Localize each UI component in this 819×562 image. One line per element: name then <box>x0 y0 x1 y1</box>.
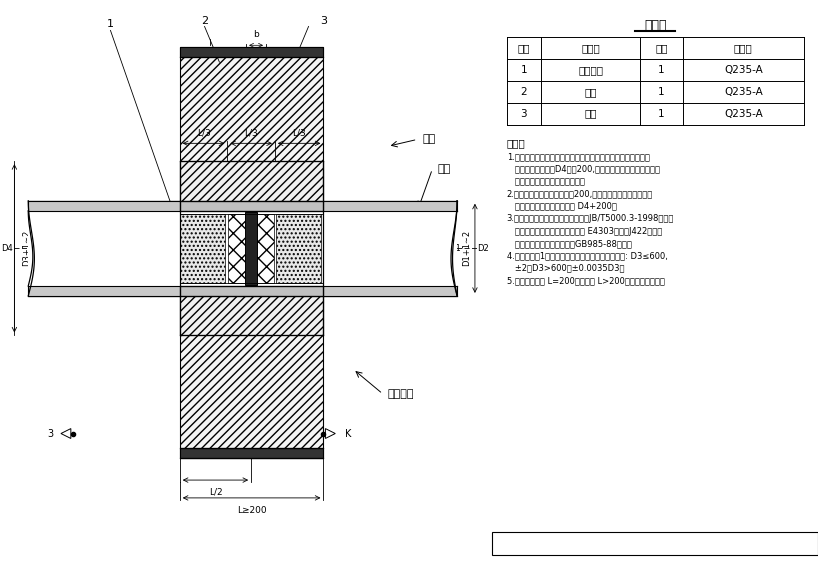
Text: 挡圈: 挡圈 <box>585 108 597 119</box>
Text: D2: D2 <box>477 244 489 253</box>
Text: 厚。加厚部分的直径至少为 D4+200。: 厚。加厚部分的直径至少为 D4+200。 <box>507 202 617 211</box>
Text: L/2: L/2 <box>209 488 222 497</box>
Text: 圆应比翼环直径（D4）大200,而且必须将套管一次浇固于墙: 圆应比翼环直径（D4）大200,而且必须将套管一次浇固于墙 <box>507 165 659 174</box>
Text: 2: 2 <box>521 87 527 97</box>
Text: D3+1∼2: D3+1∼2 <box>22 230 31 266</box>
Text: 内。套管内的填料应紧密捣实。: 内。套管内的填料应紧密捣实。 <box>507 177 585 186</box>
Text: 别性防水套管（A型）安装图（一）: 别性防水套管（A型）安装图（一） <box>542 539 629 548</box>
Text: 3: 3 <box>521 108 527 119</box>
Text: 1: 1 <box>521 65 527 75</box>
Text: 图集号: 图集号 <box>699 539 715 548</box>
Text: 4.当套管（件1）采用卷制成型时，周长允许偏差为: D3≤600,: 4.当套管（件1）采用卷制成型时，周长允许偏差为: D3≤600, <box>507 251 667 260</box>
Text: 3: 3 <box>320 16 327 25</box>
Text: ±2，D3>600，±0.0035D3。: ±2，D3>600，±0.0035D3。 <box>507 264 624 273</box>
Bar <box>180 296 324 336</box>
Text: 材料表: 材料表 <box>644 19 667 32</box>
Text: 翼环: 翼环 <box>585 87 597 97</box>
Text: 焊接采用手工电弧焊，焊条型号 E4303，牌号J422。焊缝: 焊接采用手工电弧焊，焊条型号 E4303，牌号J422。焊缝 <box>507 226 662 235</box>
Text: L/3: L/3 <box>197 128 210 137</box>
Bar <box>180 47 324 57</box>
Text: 油廉: 油廉 <box>423 134 436 144</box>
Text: 2.穿管处混凝土墙厚应不小于200,否则应使墙壁一边或两边加: 2.穿管处混凝土墙厚应不小于200,否则应使墙壁一边或两边加 <box>507 189 653 198</box>
Text: Q235-A: Q235-A <box>724 65 762 75</box>
Bar <box>324 286 457 296</box>
Text: 序号: 序号 <box>518 43 530 53</box>
Bar <box>180 286 324 296</box>
Text: K: K <box>345 428 351 438</box>
Text: L/3: L/3 <box>292 128 306 137</box>
Bar <box>180 296 324 458</box>
Text: D3: D3 <box>27 244 39 253</box>
Bar <box>324 201 457 211</box>
Text: 2: 2 <box>201 16 208 25</box>
Bar <box>29 211 457 286</box>
Text: 1: 1 <box>658 65 665 75</box>
Text: D1: D1 <box>449 244 461 253</box>
Text: 5.套管的重量以 L=200计算，当 L>200时，应另行计算。: 5.套管的重量以 L=200计算，当 L>200时，应另行计算。 <box>507 276 664 285</box>
Text: b: b <box>253 30 259 39</box>
Text: 1.套管穿墙处如遇非混凝土墙壁时，应改用混凝土墙壁，其浇注: 1.套管穿墙处如遇非混凝土墙壁时，应改用混凝土墙壁，其浇注 <box>507 152 649 161</box>
Text: D4: D4 <box>1 244 12 253</box>
Text: 4: 4 <box>281 268 287 278</box>
Text: 石棉水泥: 石棉水泥 <box>387 389 414 399</box>
Bar <box>491 532 817 555</box>
Text: 02S404: 02S404 <box>756 538 796 549</box>
Bar <box>229 214 274 283</box>
Bar <box>180 214 225 283</box>
Text: 錢管: 錢管 <box>437 164 450 174</box>
Text: Q235-A: Q235-A <box>724 87 762 97</box>
Text: 数量: 数量 <box>655 43 667 53</box>
Bar <box>180 47 324 201</box>
Text: δ: δ <box>185 210 190 219</box>
Bar <box>245 212 257 285</box>
Text: 1: 1 <box>658 87 665 97</box>
Text: 3.焊接结构尺寸公差与形位公差按照JB/T5000.3-1998执行。: 3.焊接结构尺寸公差与形位公差按照JB/T5000.3-1998执行。 <box>507 214 674 223</box>
Text: D1+1∼2: D1+1∼2 <box>462 230 471 266</box>
Bar <box>276 214 321 283</box>
Text: L≥200: L≥200 <box>237 506 266 515</box>
Bar <box>29 201 180 211</box>
Bar <box>180 201 324 211</box>
Text: 1: 1 <box>658 108 665 119</box>
Text: 材　料: 材 料 <box>734 43 753 53</box>
Text: L/3: L/3 <box>244 128 258 137</box>
Text: 披口的基本形式与尺寸按照GB985-88执行。: 披口的基本形式与尺寸按照GB985-88执行。 <box>507 239 631 248</box>
Bar <box>180 448 324 458</box>
Text: 说明：: 说明： <box>507 138 525 148</box>
Text: 名　称: 名 称 <box>581 43 600 53</box>
Bar <box>29 286 180 296</box>
Bar <box>180 161 324 201</box>
Text: Q235-A: Q235-A <box>724 108 762 119</box>
Text: 3: 3 <box>47 428 53 438</box>
Text: 钢制套管: 钢制套管 <box>578 65 604 75</box>
Text: 1: 1 <box>107 20 114 29</box>
